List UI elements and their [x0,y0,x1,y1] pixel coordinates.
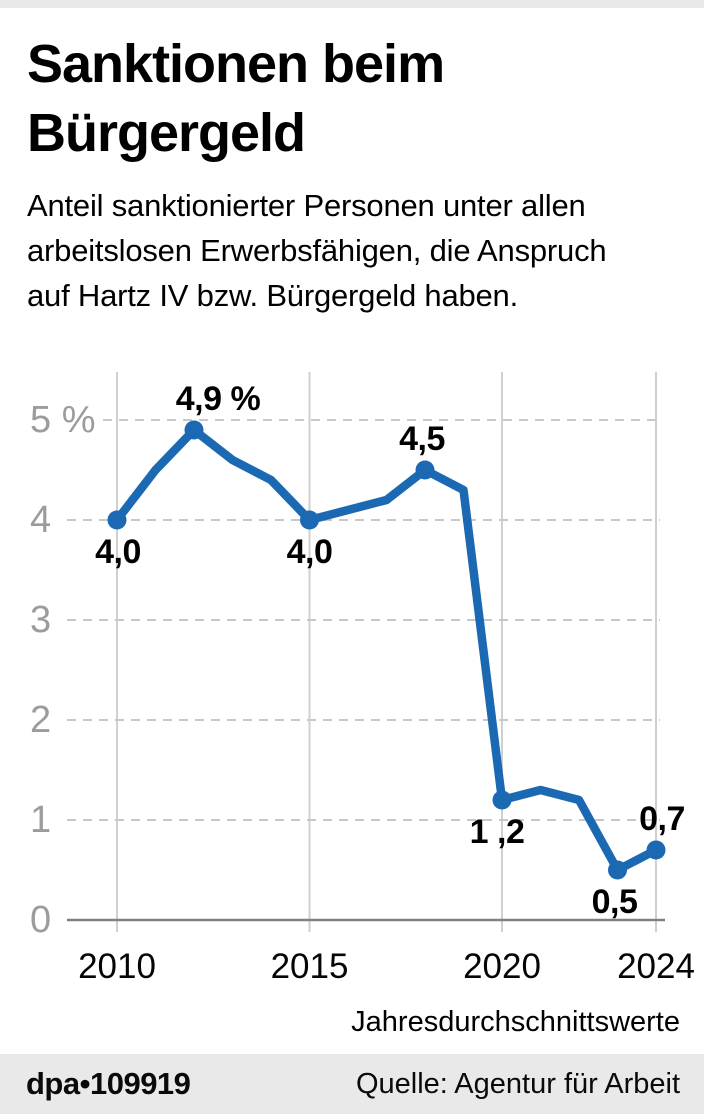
x-tick-label-2020: 2020 [463,947,541,986]
x-tick-label-2024: 2024 [617,947,695,986]
source-label: Quelle: Agentur für Arbeit [355,1067,680,1100]
data-point-marker-2024 [646,840,666,860]
axis-note: Jahresdurchschnittswerte [351,1006,680,1038]
subtitle-line-2: arbeitslosen Erwerbsfähigen, die Anspruc… [27,233,607,268]
y-tick-label-0: 0 [30,899,52,941]
data-point-marker-2018 [415,460,435,480]
value-label-2018: 4,5 [399,420,445,458]
page-title: Sanktionen beim Bürgergeld [27,30,445,168]
y-tick-label-4: 4 [30,499,52,541]
value-label-2024: 0,7 [639,800,685,838]
x-tick-label-2010: 2010 [78,947,156,986]
value-label-2012: 4,9 % [175,380,261,418]
data-line [112,425,661,875]
title-line-1: Sanktionen beim [27,34,445,94]
chart-subtitle: Anteil sanktionierter Personen unter all… [27,183,607,318]
data-point-marker-2023 [608,860,627,880]
value-label-2020: 1 ,2 [469,813,525,851]
data-point-marker-2010 [107,510,127,530]
subtitle-line-3: auf Hartz IV bzw. Bürgergeld haben. [27,278,519,313]
y-tick-label-1: 1 [30,799,52,841]
title-line-2: Bürgergeld [27,103,306,163]
y-tick-label-3: 3 [30,599,52,641]
y-tick-label-5: 5 % [30,399,96,441]
value-label-2015: 4,0 [286,533,333,571]
data-point-marker-2020 [492,790,512,810]
value-label-2010: 4,0 [95,533,141,571]
data-point-marker-2012 [184,420,204,440]
x-tick-label-2015: 2015 [270,947,349,986]
data-point-marker-2015 [300,510,319,530]
y-tick-label-2: 2 [30,699,52,741]
value-label-2023: 0,5 [591,883,638,921]
dpa-credit: dpa•109919 [26,1066,191,1101]
subtitle-line-1: Anteil sanktionierter Personen unter all… [27,188,586,223]
footer-bar: dpa•109919 Quelle: Agentur für Arbeit [0,1054,704,1114]
top-bar [0,0,704,8]
